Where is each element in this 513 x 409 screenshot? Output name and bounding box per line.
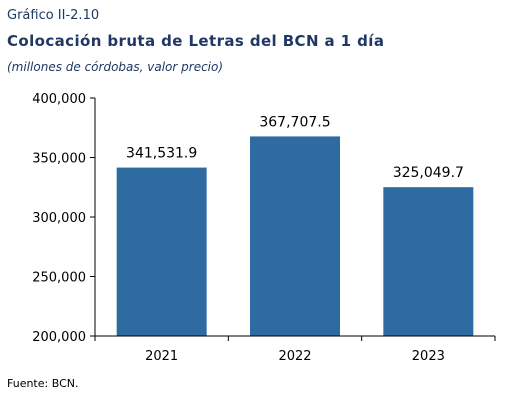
- chart-subtitle: (millones de córdobas, valor precio): [7, 60, 224, 74]
- bar-2021: [116, 167, 207, 336]
- data-label-2023: 325,049.7: [393, 165, 464, 181]
- data-label-2021: 341,531.9: [126, 146, 197, 162]
- x-axis-ticks: 2021 2022 2023: [94, 336, 496, 364]
- chart-title: Colocación bruta de Letras del BCN a 1 d…: [7, 32, 385, 50]
- figure-label: Gráfico II-2.10: [7, 8, 100, 23]
- source-note: Fuente: BCN.: [7, 377, 79, 390]
- bar-2022: [250, 136, 340, 336]
- y-tick-label: 400,000: [32, 92, 86, 107]
- y-tick-label: 250,000: [32, 271, 86, 286]
- bars-group: 341,531.9 367,707.5 325,049.7: [116, 114, 474, 336]
- x-tick-label-2021: 2021: [145, 349, 178, 364]
- data-label-2022: 367,707.5: [259, 114, 330, 130]
- y-tick-label: 350,000: [32, 152, 86, 167]
- x-tick-label-2022: 2022: [278, 349, 311, 364]
- x-tick-label-2023: 2023: [412, 349, 445, 364]
- bar-2023: [383, 187, 474, 336]
- y-tick-label: 200,000: [32, 330, 86, 345]
- y-axis-ticks: 200,000 250,000 300,000 350,000 400,000: [32, 92, 95, 345]
- y-tick-label: 300,000: [32, 211, 86, 226]
